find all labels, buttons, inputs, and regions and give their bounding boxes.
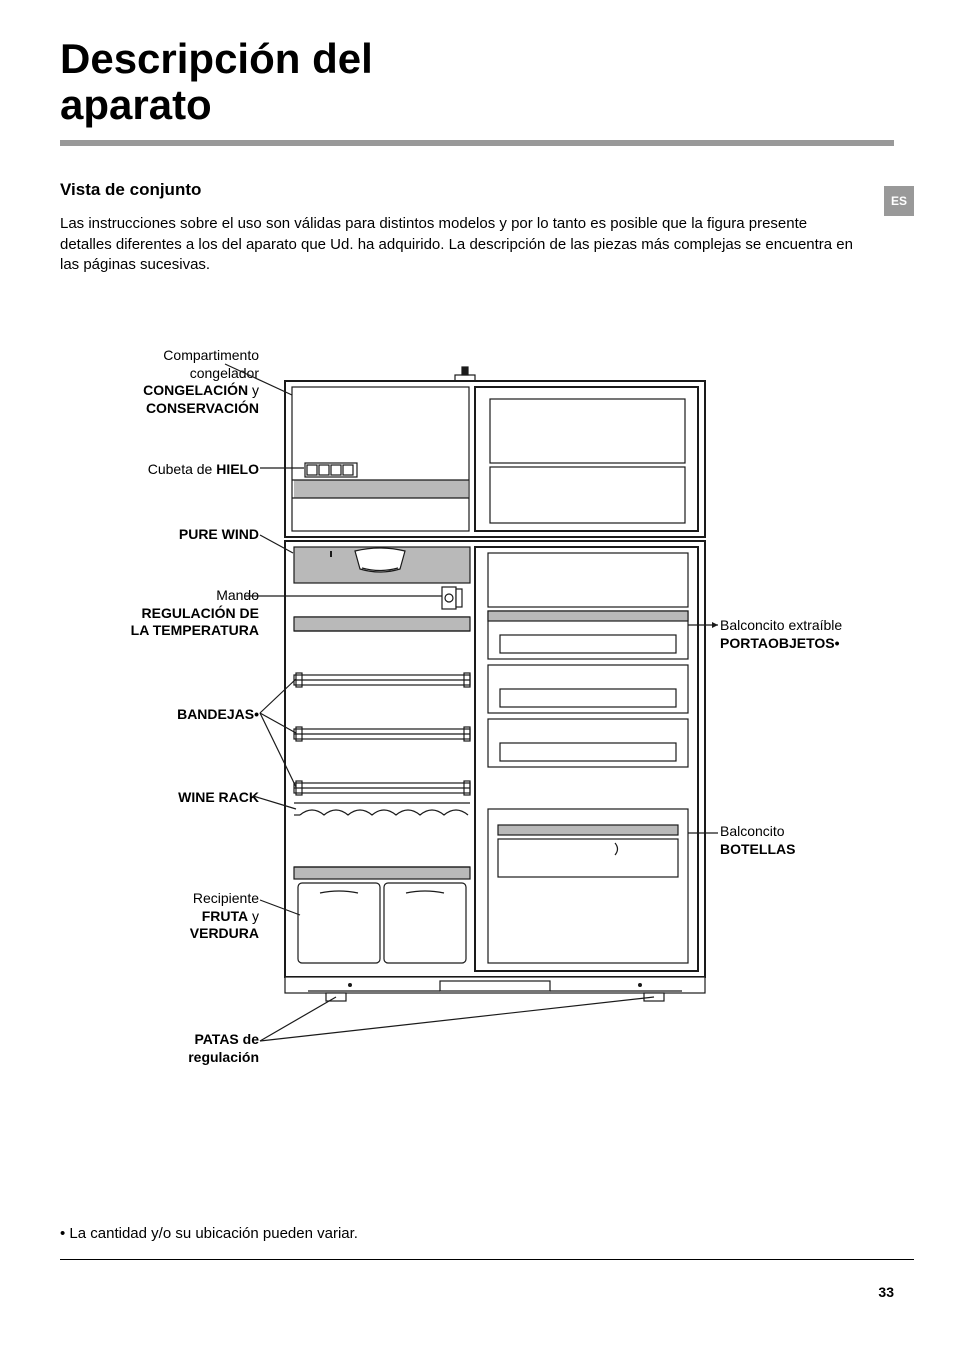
footnote: • La cantidad y/o su ubicación pueden va… xyxy=(60,1225,358,1242)
fridge-svg xyxy=(60,355,890,1075)
appliance-diagram: Compartimento congelador CONGELACIÓN y C… xyxy=(60,355,894,1115)
subtitle: Vista de conjunto xyxy=(60,180,894,200)
page-number: 33 xyxy=(878,1284,894,1300)
language-badge: ES xyxy=(884,186,914,216)
intro-paragraph: Las instrucciones sobre el uso son válid… xyxy=(60,214,860,275)
bottom-rule xyxy=(60,1259,914,1260)
title-rule xyxy=(60,140,894,146)
page-title: Descripción del aparato xyxy=(60,36,894,128)
title-line-2: aparato xyxy=(60,81,212,128)
title-line-1: Descripción del xyxy=(60,35,373,82)
